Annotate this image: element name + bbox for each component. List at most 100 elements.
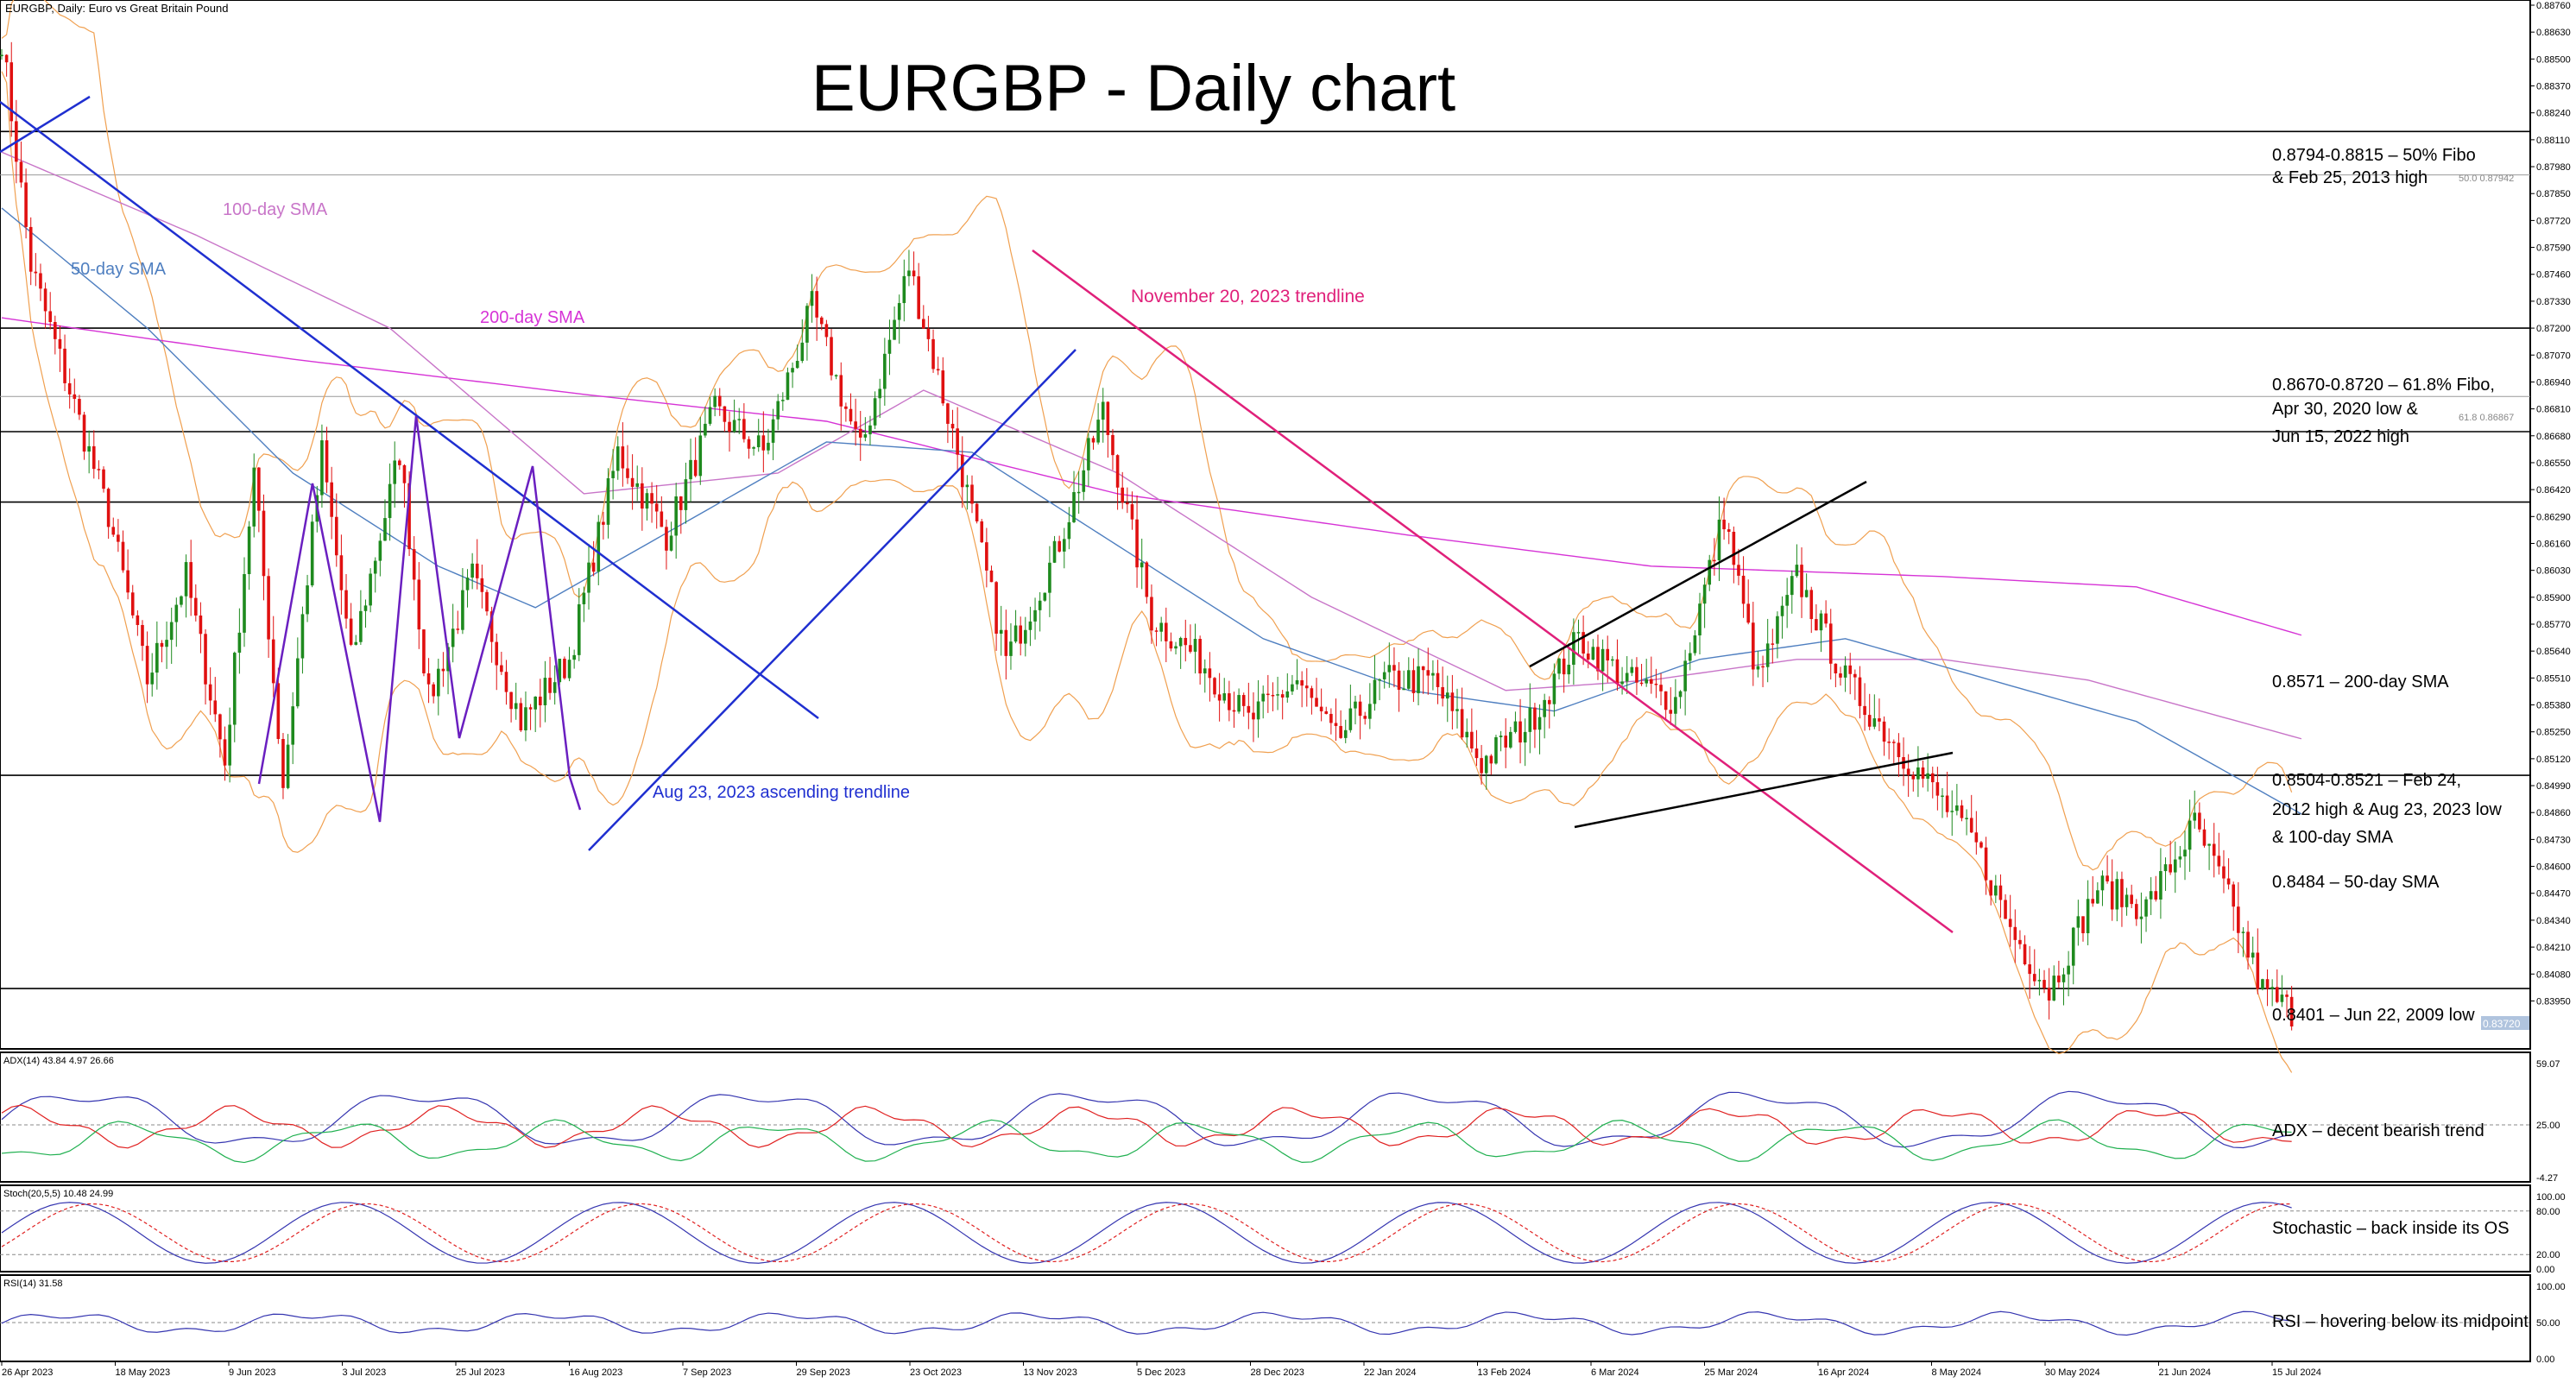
candle-body (776, 401, 780, 420)
candle-body (2217, 856, 2221, 867)
candle-body (422, 629, 426, 673)
candle-body (1523, 731, 1527, 743)
candle-body (1241, 695, 1246, 706)
candle-body (689, 459, 692, 480)
candle-body (73, 394, 77, 400)
candle-body (1460, 709, 1464, 738)
candle-body (1591, 647, 1595, 660)
candle-body (1232, 710, 1236, 712)
price-tick-label: 0.84730 (2536, 835, 2571, 845)
price-tick-label: 0.88240 (2536, 109, 2571, 119)
candle-body (936, 369, 940, 371)
candle-body (665, 527, 668, 551)
candle-body (1382, 672, 1386, 679)
candle-body (1082, 470, 1086, 492)
candle-body (1368, 704, 1372, 719)
candle-body (189, 562, 193, 598)
candle-body (102, 469, 105, 489)
candle-body (606, 477, 610, 525)
candle-body (528, 707, 533, 710)
candle-body (1509, 731, 1512, 748)
candle-body (1625, 673, 1629, 682)
candle-body (674, 496, 678, 536)
price-panel-frame (0, 0, 2531, 1050)
price-tick-label: 0.85250 (2536, 728, 2571, 738)
adx-line (1, 1090, 2292, 1149)
candle-body (2115, 879, 2119, 910)
candle-body (834, 375, 838, 376)
candle-body (1213, 678, 1216, 695)
candle-body (0, 54, 3, 57)
price-tick-label: 0.83950 (2536, 996, 2571, 1007)
bollinger-lower (1, 71, 2293, 1073)
candle-body (1387, 665, 1392, 673)
candle-body (276, 683, 281, 740)
candle-body (824, 324, 829, 338)
right-notes: 0.8794-0.8815 – 50% Fibo & Feb 25, 2013 … (2272, 146, 2514, 1025)
candle-body (1150, 597, 1153, 631)
candle-body (1533, 707, 1537, 730)
candle-body (704, 423, 707, 436)
candle-body (1513, 721, 1518, 732)
candle-body (519, 703, 523, 731)
candle-body (1324, 710, 1329, 714)
candle-body (1291, 684, 1294, 692)
panel-tick-label: 100.00 (2536, 1282, 2566, 1292)
candle-body (1955, 805, 1959, 811)
candle-body (1674, 697, 1677, 714)
candle-body (2154, 891, 2158, 900)
rsi-line (1, 1310, 2292, 1336)
candle-body (1266, 693, 1270, 696)
candle-body (1228, 693, 1231, 710)
candle-body (713, 395, 717, 407)
candle-body (1048, 562, 1051, 593)
candle-body (1518, 721, 1522, 743)
candle-body (1126, 502, 1129, 505)
candle-body (1174, 646, 1178, 649)
sma200-annotation: 200-day SMA (480, 308, 585, 327)
candle-body (1965, 818, 1968, 819)
candle-body (767, 442, 770, 451)
candle-body (1713, 559, 1716, 562)
panel-tick-label: -4.27 (2536, 1173, 2558, 1184)
level-note-fibo50-line1: 0.8794-0.8815 – 50% Fibo (2272, 146, 2476, 165)
fibo-tag-50: 50.0 0.87942 (2459, 174, 2514, 184)
candle-body (2232, 884, 2235, 907)
candle-body (223, 739, 227, 766)
candle-body (39, 273, 42, 289)
candle-body (1101, 401, 1105, 420)
price-tick-label: 0.87330 (2536, 297, 2571, 307)
candle-body (1722, 519, 1726, 530)
candle-body (1552, 673, 1556, 704)
channel-lower-line (1574, 751, 1954, 829)
di-minus-line (1, 1104, 2292, 1149)
candle-body (1343, 729, 1348, 738)
candle-body (1329, 713, 1333, 723)
candle-body (461, 590, 464, 630)
candle-body (237, 632, 242, 654)
candle-body (1639, 682, 1644, 685)
candle-body (165, 640, 168, 647)
candle-body (1455, 709, 1459, 711)
candle-body (2091, 899, 2095, 904)
candle-body (1752, 622, 1755, 670)
candle-body (728, 421, 731, 433)
adx-panel-frame (0, 1051, 2531, 1183)
price-tick-label: 0.86940 (2536, 377, 2571, 388)
candle-body (1145, 562, 1149, 597)
level-note-fibo618-line3: Jun 15, 2022 high (2272, 427, 2409, 446)
candle-body (1620, 681, 1624, 685)
candle-body (180, 596, 183, 605)
candle-body (456, 628, 460, 630)
rsi-note: RSI – hovering below its midpoint (2272, 1312, 2529, 1331)
candle-body (679, 496, 683, 510)
candle-body (2261, 979, 2264, 989)
candle-body (2130, 894, 2133, 905)
candle-body (2071, 927, 2075, 966)
candle-body (296, 658, 300, 707)
candle-body (917, 276, 920, 319)
candle-body (1858, 677, 1862, 706)
candle-body (558, 659, 562, 683)
date-tick-label: 13 Feb 2024 (1478, 1367, 1531, 1378)
candle-body (1411, 670, 1416, 693)
